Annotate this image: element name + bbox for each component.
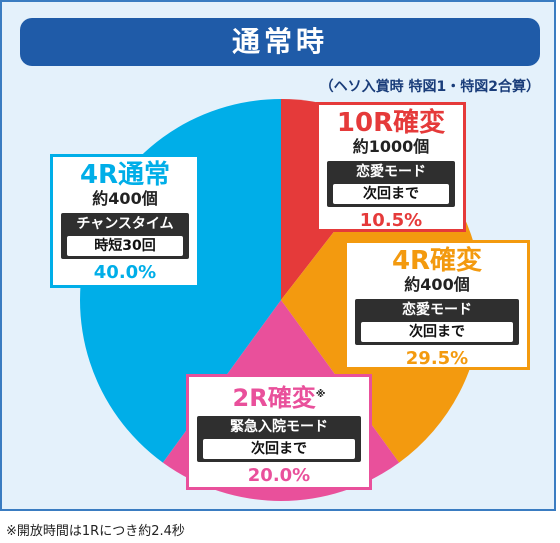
count-10r: 約1000個: [352, 137, 430, 156]
mode-10r: 恋愛モード 次回まで: [327, 161, 455, 207]
pct-4r-kakuhen: 29.5%: [405, 348, 469, 369]
label-2r-wrap: 2R確変※: [189, 381, 369, 412]
mode-sub-2r: 次回まで: [203, 439, 355, 459]
chart-title: 通常時: [20, 18, 540, 66]
mode-4r-kakuhen: 恋愛モード 次回まで: [355, 299, 519, 345]
legend-box-4r-kakuhen: 4R確変 約400個 恋愛モード 次回まで 29.5%: [344, 240, 530, 370]
pct-2r: 20.0%: [247, 465, 311, 486]
label-2r: 2R確変: [232, 384, 316, 412]
chart-subtitle: （ヘソ入賞時 特図1・特図2合算）: [319, 79, 540, 95]
footnote: ※開放時間は1Rにつき約2.4秒: [6, 524, 185, 539]
label-4r-kakuhen: 4R確変: [391, 246, 483, 276]
label-10r: 10R確変: [336, 108, 446, 138]
pct-10r: 10.5%: [359, 210, 423, 231]
label-4r-normal: 4R通常: [79, 160, 171, 190]
mode-title-10r: 恋愛モード: [356, 164, 426, 180]
mode-title-2r: 緊急入院モード: [230, 419, 328, 435]
legend-box-4r-normal: 4R通常 約400個 チャンスタイム 時短30回 40.0%: [50, 154, 200, 288]
mode-sub-4r-normal: 時短30回: [67, 236, 183, 256]
mode-4r-normal: チャンスタイム 時短30回: [61, 213, 189, 259]
note-mark-2r: ※: [315, 389, 326, 400]
count-4r-kakuhen: 約400個: [404, 275, 470, 294]
legend-box-2r: 2R確変※ 緊急入院モード 次回まで 20.0%: [186, 374, 372, 490]
count-4r-normal: 約400個: [92, 189, 158, 208]
mode-2r: 緊急入院モード 次回まで: [197, 416, 361, 462]
legend-box-10r: 10R確変 約1000個 恋愛モード 次回まで 10.5%: [316, 102, 466, 232]
mode-title-4r-normal: チャンスタイム: [76, 216, 174, 232]
mode-sub-10r: 次回まで: [333, 184, 449, 204]
mode-sub-4r-kakuhen: 次回まで: [361, 322, 513, 342]
mode-title-4r-kakuhen: 恋愛モード: [402, 302, 472, 318]
pct-4r-normal: 40.0%: [93, 262, 157, 283]
